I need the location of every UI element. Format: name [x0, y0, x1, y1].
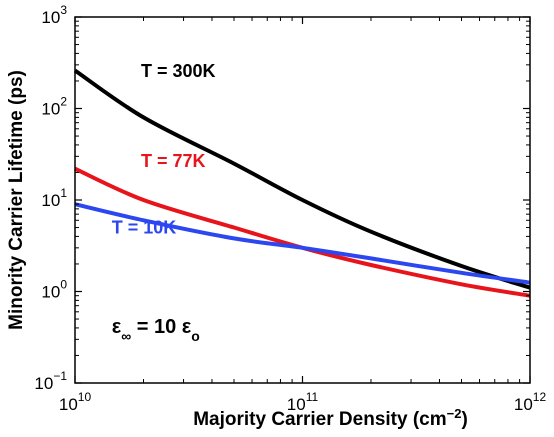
- tick-marks: [74, 16, 531, 384]
- series-line-0: [73, 68, 531, 290]
- series-labels: T = 300K T = 77K T = 10K: [112, 61, 216, 237]
- y-tick-exponent: 1: [60, 186, 67, 200]
- x-tick-exponent: 10: [78, 390, 92, 404]
- y-tick-exponent: 3: [60, 3, 67, 17]
- annotation-middle: = 10 ε: [131, 316, 192, 338]
- x-axis-label: Majority Carrier Density (cm−2): [193, 406, 468, 431]
- x-axis-label-exponent: −2: [447, 406, 462, 421]
- series-label-2: T = 10K: [112, 218, 177, 238]
- y-tick-base: 10: [34, 374, 53, 393]
- x-tick-exponent: 11: [306, 390, 319, 404]
- x-tick-label: 1011: [287, 390, 319, 414]
- x-tick-label: 1010: [59, 390, 92, 414]
- annotation-sub-infinity: ∞: [121, 328, 131, 344]
- annotation-sub-o: o: [191, 328, 200, 344]
- x-tick-base: 10: [59, 395, 78, 414]
- y-tick-base: 10: [41, 100, 60, 119]
- y-tick-base: 10: [41, 8, 60, 27]
- x-tick-exponent: 12: [533, 390, 547, 404]
- x-axis-label-close: ): [461, 409, 467, 430]
- x-tick-label: 1012: [514, 390, 547, 414]
- series-layer: [73, 68, 531, 298]
- series-label-1: T = 77K: [141, 151, 206, 171]
- x-tick-base: 10: [514, 395, 533, 414]
- x-axis-label-text: Majority Carrier Density (cm: [193, 409, 446, 430]
- y-tick-exponent: −1: [53, 369, 67, 383]
- y-tick-exponent: 0: [60, 278, 67, 292]
- y-tick-label: 100: [41, 278, 67, 302]
- y-tick-exponent: 2: [60, 95, 67, 109]
- series-label-0: T = 300K: [141, 61, 216, 81]
- annotation-epsilon: ε: [112, 316, 122, 338]
- y-tick-base: 10: [41, 283, 60, 302]
- series-line-2: [74, 202, 531, 285]
- y-tick-label: 102: [41, 95, 67, 119]
- permittivity-annotation: ε∞ = 10 εo: [112, 316, 200, 344]
- y-axis-label: Minority Carrier Lifetime (ps): [6, 70, 27, 330]
- y-tick-label: 101: [41, 186, 67, 210]
- x-tick-base: 10: [287, 395, 306, 414]
- y-tick-base: 10: [41, 191, 60, 210]
- y-tick-label: 103: [41, 3, 67, 27]
- y-tick-label: 10−1: [34, 369, 67, 393]
